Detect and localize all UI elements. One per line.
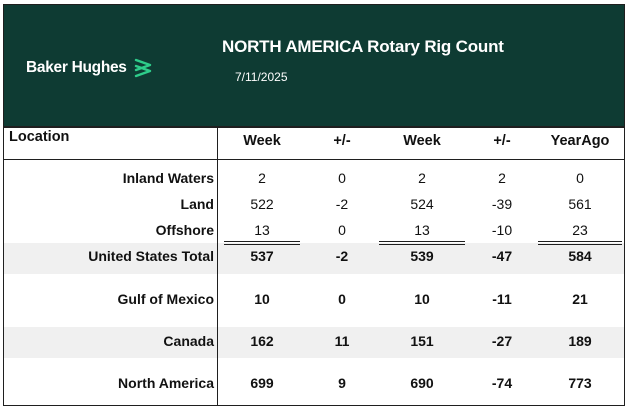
table-row: Inland Waters 2 0 2 2 0: [4, 167, 624, 191]
cell-change-year: -74: [491, 375, 513, 391]
cell-week-prior: 2: [418, 170, 426, 186]
row-label: North America: [118, 375, 214, 391]
column-header-week-current: Week: [243, 133, 281, 149]
cell-year-ago: 561: [568, 196, 592, 212]
column-header-week-prior: Week: [403, 133, 441, 149]
subtotal-underline: [224, 241, 300, 245]
row-label: Gulf of Mexico: [117, 291, 214, 307]
row-label: United States Total: [88, 248, 214, 264]
cell-change: 0: [338, 291, 346, 307]
table-row: United States Total 537 -2 539 -47 584: [4, 245, 624, 269]
cell-change-year: -47: [491, 248, 513, 264]
table-row: North America 699 9 690 -74 773: [4, 372, 624, 396]
subtotal-underline: [379, 241, 465, 245]
cell-change: 9: [338, 375, 346, 391]
cell-week-prior: 13: [414, 222, 430, 238]
row-band: [4, 243, 624, 274]
cell-year-ago: 584: [568, 248, 592, 264]
cell-week: 522: [250, 196, 274, 212]
row-label: Land: [180, 196, 214, 212]
row-label: Offshore: [155, 222, 214, 238]
cell-change-year: -39: [491, 196, 513, 212]
cell-change: -2: [335, 196, 349, 212]
cell-week-prior: 10: [414, 291, 430, 307]
cell-week: 13: [254, 222, 270, 238]
column-divider: [217, 128, 218, 406]
rig-count-report: Baker Hughes NORTH AMERICA Rotary Rig Co…: [3, 4, 625, 406]
brand-logo: Baker Hughes: [26, 57, 155, 79]
cell-year-ago: 23: [572, 222, 588, 238]
cell-week: 10: [254, 291, 270, 307]
report-date: 7/11/2025: [235, 70, 288, 84]
table-row: Gulf of Mexico 10 0 10 -11 21: [4, 288, 624, 312]
row-band: [4, 327, 624, 358]
cell-week-prior: 524: [410, 196, 434, 212]
cell-week-prior: 151: [410, 333, 434, 349]
cell-week: 162: [250, 333, 274, 349]
table-row: Land 522 -2 524 -39 561: [4, 193, 624, 217]
cell-year-ago: 773: [568, 375, 592, 391]
subtotal-underline: [538, 241, 622, 245]
cell-year-ago: 0: [576, 170, 584, 186]
cell-change-year: 2: [498, 170, 506, 186]
column-header-divider: [4, 159, 624, 160]
report-title: NORTH AMERICA Rotary Rig Count: [222, 37, 504, 56]
cell-change: 11: [334, 333, 350, 349]
table-row: Offshore 13 0 13 -10 23: [4, 219, 624, 243]
location-column-header: Location: [9, 129, 70, 145]
table-row: Canada 162 11 151 -27 189: [4, 330, 624, 354]
cell-week-prior: 539: [410, 248, 434, 264]
cell-year-ago: 189: [568, 333, 592, 349]
cell-change-year: -11: [492, 291, 512, 307]
column-header-change-year: +/-: [493, 133, 511, 149]
column-header-year-ago: YearAgo: [550, 133, 610, 149]
cell-week: 2: [258, 170, 266, 186]
cell-week: 699: [250, 375, 274, 391]
chevron-logo-icon: [134, 58, 151, 78]
header-banner: Baker Hughes NORTH AMERICA Rotary Rig Co…: [4, 5, 624, 126]
row-label: Canada: [163, 333, 214, 349]
cell-change: -2: [335, 248, 349, 264]
cell-week: 537: [250, 248, 274, 264]
logo-text: Baker Hughes: [26, 59, 127, 76]
cell-change-year: -27: [491, 333, 513, 349]
column-header-change-week: +/-: [333, 133, 351, 149]
cell-week-prior: 690: [410, 375, 434, 391]
cell-change: 0: [338, 170, 346, 186]
header-divider: [4, 126, 624, 128]
row-label: Inland Waters: [122, 170, 214, 186]
cell-change: 0: [338, 222, 346, 238]
cell-year-ago: 21: [572, 291, 588, 307]
cell-change-year: -10: [491, 222, 513, 238]
